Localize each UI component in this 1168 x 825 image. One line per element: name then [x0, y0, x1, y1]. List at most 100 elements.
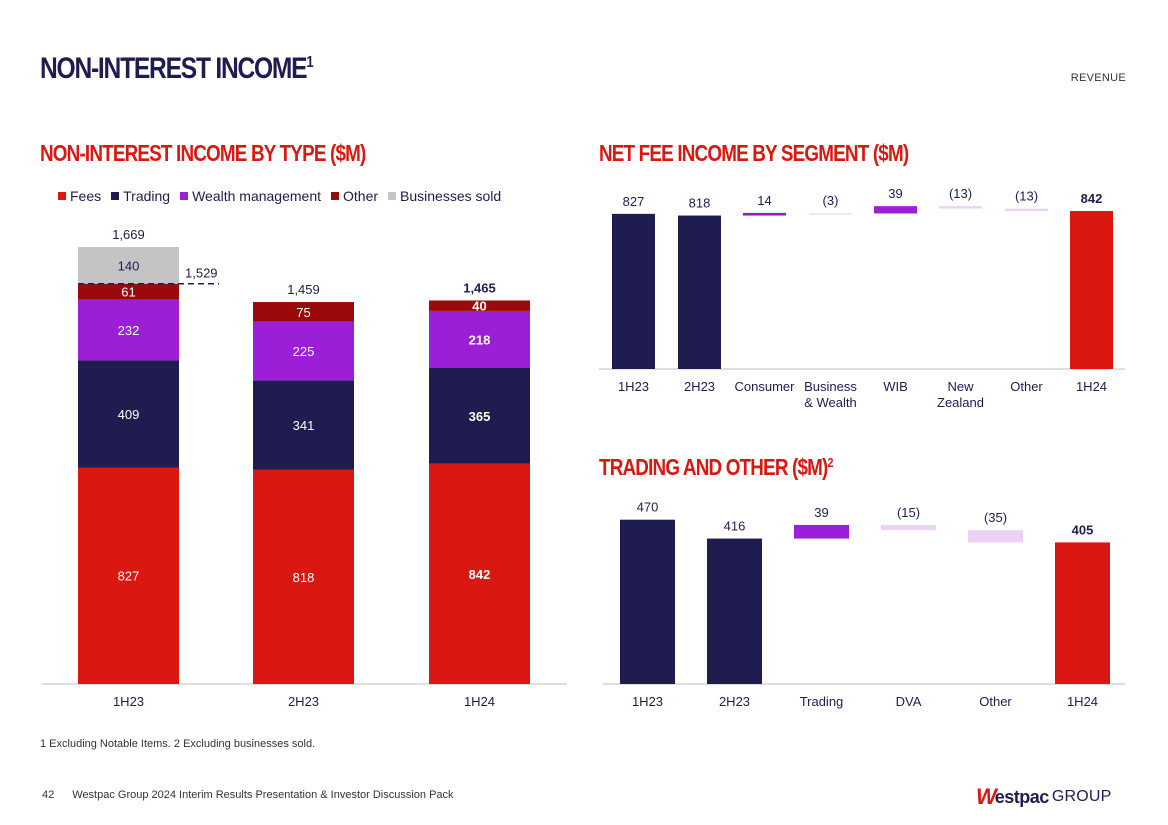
page-title-sup: 1	[306, 54, 314, 71]
data-label-businesses-sold-1h23: 140	[118, 258, 140, 273]
trading-bar-trading	[794, 524, 849, 539]
legend-item-trading: Trading	[111, 188, 170, 204]
trading-bar-1h24	[1055, 542, 1110, 684]
trading-x-tick-label-1h23: 1H23	[632, 694, 663, 709]
legend-label: Wealth management	[192, 188, 322, 204]
trading-data-label-trading: 39	[814, 505, 828, 520]
trading-bar-dva	[881, 524, 936, 531]
trading-data-label-1h23: 470	[637, 500, 659, 515]
fee-data-label-wib: 39	[888, 186, 902, 201]
data-label-wealth-management-1h23: 232	[118, 323, 140, 338]
logo-word: estpac	[994, 786, 1050, 807]
fee-x-tick-label-new-zealand: New	[947, 379, 974, 394]
x-tick-label-2h23: 2H23	[288, 694, 319, 709]
data-label-fees-1h24: 842	[469, 567, 491, 582]
footer-text: Westpac Group 2024 Interim Results Prese…	[72, 789, 454, 801]
legend-swatch	[58, 192, 66, 200]
legend-label: Fees	[70, 188, 102, 204]
bar-fees-1h23	[78, 467, 179, 684]
reference-line-label: 1,529	[185, 266, 218, 281]
chart-title-trading-text: TRADING AND OTHER ($M)	[599, 454, 828, 480]
fee-x-tick-label-consumer: Consumer	[735, 379, 796, 394]
fee-x-tick-label-1h24: 1H24	[1076, 379, 1107, 394]
footnote: 1 Excluding Notable Items. 2 Excluding b…	[40, 738, 316, 750]
fee-data-label-1h24: 842	[1081, 191, 1103, 206]
total-label-1h24: 1,465	[463, 280, 496, 295]
fee-x-tick-label-wib: WIB	[883, 379, 908, 394]
trading-data-label-dva: (15)	[897, 505, 920, 520]
fee-x-tick-label-2h23: 2H23	[684, 379, 715, 394]
legend-item-fees: Fees	[58, 188, 101, 204]
fee-data-label-1h23: 827	[623, 194, 645, 209]
trading-x-tick-label-1h24: 1H24	[1067, 694, 1098, 709]
data-label-fees-1h23: 827	[118, 569, 140, 584]
data-label-other-1h23: 61	[121, 285, 135, 300]
bar-wealth-management-1h24	[429, 310, 530, 369]
bar-fees-2h23	[253, 469, 354, 684]
fee-bar-1h24	[1070, 211, 1113, 369]
bar-trading-2h23	[253, 380, 354, 470]
data-label-trading-1h24: 365	[469, 409, 491, 424]
bar-other-1h23	[78, 283, 179, 300]
bar-trading-1h24	[429, 368, 530, 464]
bar-wealth-management-1h23	[78, 299, 179, 361]
total-label-1h23: 1,669	[112, 227, 145, 242]
legend-swatch	[111, 192, 120, 200]
trading-x-tick-label-trading: Trading	[800, 694, 844, 709]
fee-bar-wib	[874, 206, 917, 214]
trading-x-tick-label-other: Other	[979, 694, 1012, 709]
bar-other-2h23	[253, 302, 354, 322]
fee-data-label-consumer: 14	[757, 193, 771, 208]
fee-data-label-2h23: 818	[689, 196, 711, 211]
fee-x-tick-label-new-zealand-line2: Zealand	[937, 395, 984, 410]
fee-bar-consumer	[743, 212, 786, 216]
fee-x-tick-label-business-wealth-line2: & Wealth	[804, 395, 857, 410]
logo-mark: W	[976, 784, 997, 809]
trading-bar-other	[968, 530, 1023, 543]
footer: 42 Westpac Group 2024 Interim Results Pre…	[42, 789, 454, 801]
fee-x-tick-label-other: Other	[1010, 379, 1043, 394]
data-label-other-2h23: 75	[296, 305, 310, 320]
fee-bar-2h23	[678, 215, 721, 369]
logo-group: GROUP	[1051, 788, 1112, 805]
bar-other-1h24	[429, 300, 530, 311]
bar-trading-1h23	[78, 360, 179, 468]
legend-label: Other	[343, 188, 379, 204]
trading-x-tick-label-dva: DVA	[896, 694, 922, 709]
fee-data-label-new-zealand: (13)	[949, 186, 972, 201]
bar-fees-1h24	[429, 463, 530, 684]
trading-data-label-other: (35)	[984, 510, 1007, 525]
legend-label: Businesses sold	[400, 188, 502, 204]
trading-bar-2h23	[707, 538, 762, 684]
total-label-2h23: 1,459	[287, 282, 320, 297]
chart-title-trading-sup: 2	[827, 455, 834, 470]
page-number: 42	[42, 789, 55, 801]
data-label-wealth-management-1h24: 218	[469, 332, 491, 347]
chart-title-fee-segment: NET FEE INCOME BY SEGMENT ($M)	[599, 140, 909, 166]
data-label-trading-1h23: 409	[118, 407, 140, 422]
trading-bar-1h23	[620, 519, 675, 684]
legend-swatch	[388, 192, 397, 200]
chart-title-trading-other: TRADING AND OTHER ($M)2	[599, 454, 833, 481]
data-label-trading-2h23: 341	[293, 418, 315, 433]
trading-x-tick-label-2h23: 2H23	[719, 694, 750, 709]
fee-bar-new-zealand	[939, 206, 982, 209]
x-tick-label-1h23: 1H23	[113, 694, 144, 709]
fee-data-label-business-wealth: (3)	[823, 193, 839, 208]
legend-item-businesses-sold: Businesses sold	[388, 188, 501, 204]
data-label-wealth-management-2h23: 225	[293, 344, 315, 359]
data-label-other-1h24: 40	[472, 299, 486, 314]
fee-x-tick-label-business-wealth: Business	[804, 379, 857, 394]
fee-data-label-other: (13)	[1015, 189, 1038, 204]
legend-label: Trading	[123, 188, 171, 204]
bar-wealth-management-2h23	[253, 321, 354, 381]
chart-legend: Fees Trading Wealth management Other Busines…	[58, 188, 501, 204]
trading-data-label-1h24: 405	[1072, 522, 1094, 537]
legend-swatch	[180, 192, 189, 200]
page-title-text: NON-INTEREST INCOME	[40, 52, 308, 85]
trading-data-label-2h23: 416	[724, 519, 746, 534]
legend-swatch	[331, 192, 340, 200]
fee-bar-1h23	[612, 213, 655, 369]
